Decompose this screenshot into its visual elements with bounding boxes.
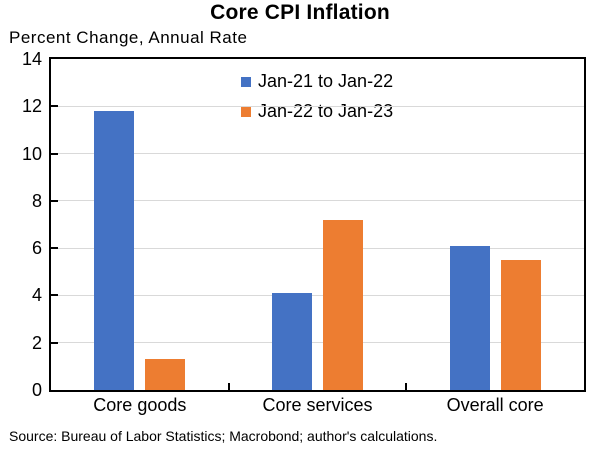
bar — [323, 219, 363, 390]
y-axis-label: 8 — [31, 190, 42, 211]
gridline — [51, 294, 584, 296]
y-tick — [51, 152, 58, 155]
y-axis-labels: 0 2 4 6 8 10 12 14 — [0, 0, 42, 450]
gridline — [51, 342, 584, 344]
source-note: Source: Bureau of Labor Statistics; Macr… — [9, 428, 438, 444]
y-tick — [51, 341, 58, 344]
y-tick — [51, 247, 58, 250]
bar — [500, 259, 541, 390]
x-tick — [405, 383, 408, 390]
y-axis-label: 12 — [21, 96, 42, 117]
gridline — [51, 153, 584, 155]
gridline — [51, 105, 584, 107]
y-tick — [51, 105, 58, 108]
gridline — [51, 200, 584, 202]
legend-item: Jan-21 to Jan-22 — [241, 72, 393, 91]
y-axis-label: 0 — [31, 380, 42, 400]
legend: Jan-21 to Jan-22 Jan-22 to Jan-23 — [241, 72, 393, 132]
chart-title: Core CPI Inflation — [210, 1, 390, 24]
gridline — [51, 247, 584, 249]
bar — [449, 245, 490, 390]
y-axis-label: 4 — [31, 285, 42, 306]
chart-subtitle: Percent Change, Annual Rate — [9, 28, 248, 47]
y-tick — [51, 199, 58, 202]
x-axis-label: Overall core — [446, 395, 544, 415]
bar — [145, 359, 186, 390]
bar — [94, 111, 135, 390]
bar — [272, 293, 312, 390]
x-tick — [227, 383, 230, 390]
y-axis-label: 14 — [21, 49, 42, 69]
y-tick — [51, 294, 58, 297]
legend-label: Jan-21 to Jan-22 — [258, 71, 394, 91]
y-axis-label: 2 — [31, 332, 42, 353]
legend-swatch — [241, 106, 251, 117]
plot-area: Jan-21 to Jan-22 Jan-22 to Jan-23 — [49, 57, 586, 392]
x-axis-label: Core services — [262, 395, 373, 415]
x-axis-label: Core goods — [93, 395, 187, 415]
x-axis-labels: Core goods Core services Overall core — [0, 395, 600, 419]
legend-swatch — [241, 76, 251, 87]
y-axis-label: 10 — [21, 143, 42, 164]
y-axis-label: 6 — [31, 238, 42, 259]
